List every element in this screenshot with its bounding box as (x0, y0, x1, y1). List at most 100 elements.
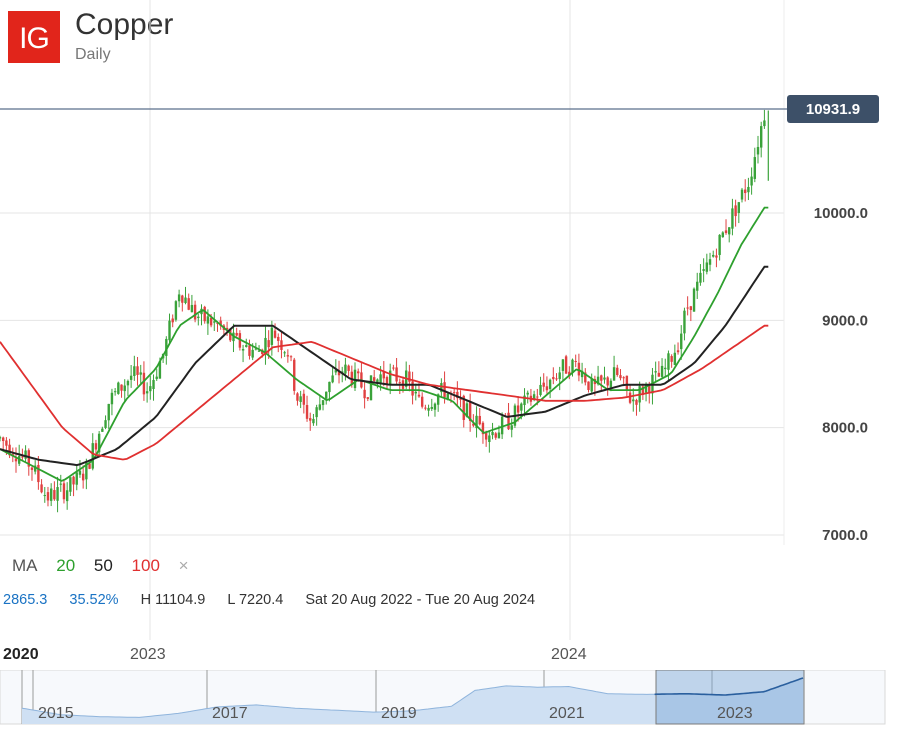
candle-body (43, 495, 46, 497)
candle-body (510, 425, 513, 430)
candle (641, 383, 645, 400)
candle (488, 430, 491, 453)
candle (756, 135, 760, 164)
candle-body (149, 386, 152, 392)
candle (136, 356, 139, 386)
candle-body (219, 320, 222, 326)
candle (600, 374, 603, 392)
candle-body (702, 269, 705, 271)
candle-body (756, 146, 760, 155)
candle-body (443, 382, 446, 398)
candle (750, 167, 753, 195)
candle (628, 384, 632, 405)
candle (241, 344, 245, 363)
ma-50-toggle[interactable]: 50 (93, 556, 113, 575)
candle-body (705, 262, 709, 272)
candle (728, 227, 731, 243)
candle (49, 483, 53, 507)
candle (635, 398, 638, 416)
candle (181, 294, 184, 312)
candle-body (721, 232, 725, 238)
date-range: Sat 20 Aug 2022 - Tue 20 Aug 2024 (305, 592, 536, 608)
y-tick-label: 9000.0 (822, 312, 868, 329)
candle-body (8, 444, 11, 456)
remove-ma-icon[interactable]: × (178, 556, 189, 575)
candle (325, 391, 328, 405)
candle (347, 364, 350, 377)
candle-body (558, 372, 561, 379)
candle-body (763, 120, 766, 127)
candle (660, 358, 664, 378)
candle-body (59, 483, 62, 485)
candle-body (27, 450, 30, 467)
navigator-chart[interactable]: 2015 2017 2019 2021 2023 (0, 670, 900, 728)
candle (248, 339, 251, 360)
candle (110, 388, 114, 416)
candle-body (235, 332, 238, 336)
candle-body (440, 383, 443, 393)
candle-body (555, 378, 558, 380)
candle (129, 365, 133, 388)
navigator-selection (655, 670, 805, 725)
candle-body (251, 349, 254, 358)
candle-body (203, 306, 206, 322)
candle-body (78, 470, 82, 475)
candle-body (373, 377, 376, 381)
candle-body (456, 391, 459, 399)
candle (360, 362, 363, 389)
candle (564, 354, 568, 374)
candle-body (40, 484, 43, 493)
candle-body (683, 310, 686, 334)
candle-body (123, 385, 126, 392)
candle-body (750, 176, 753, 186)
candle (548, 378, 552, 399)
candle (59, 474, 62, 492)
candle-body (494, 433, 497, 438)
candle (97, 431, 101, 456)
candle (369, 375, 373, 401)
ma-20-toggle[interactable]: 20 (56, 556, 76, 575)
candle-body (142, 372, 146, 395)
candle-body (392, 367, 395, 369)
candle (37, 455, 40, 490)
candle (686, 296, 689, 316)
ma-100-toggle[interactable]: 100 (131, 556, 160, 575)
candle-body (197, 316, 200, 319)
candle-body (94, 443, 98, 450)
navigator-year-label: 2015 (38, 705, 74, 722)
candle-body (689, 306, 693, 310)
candle (555, 373, 558, 381)
candle-body (91, 443, 94, 469)
candle (494, 431, 497, 440)
candle-body (484, 433, 488, 440)
candle (696, 272, 699, 299)
candle-body (187, 298, 190, 310)
candle (363, 380, 366, 409)
ma-label: MA (12, 556, 38, 575)
candle (427, 404, 430, 417)
candle-body (708, 259, 712, 265)
candle (616, 364, 619, 377)
candle (107, 403, 110, 430)
candle (632, 388, 635, 412)
candle (670, 354, 673, 368)
candle (676, 342, 680, 355)
candle (139, 364, 142, 385)
candle (104, 415, 107, 430)
candle (760, 121, 763, 158)
candle-body (312, 418, 315, 424)
candle-body (760, 126, 763, 148)
candle (123, 379, 126, 402)
candle-body (430, 406, 433, 409)
candle-body (209, 317, 213, 326)
candle (523, 388, 526, 417)
candle-body (331, 375, 334, 383)
candle-body (516, 405, 520, 413)
candle-body (88, 463, 91, 469)
candle (590, 373, 593, 394)
price-chart[interactable]: 10931.9 7000.0 8000.0 9000.0 10000.0 (0, 0, 900, 640)
candle-body (264, 337, 267, 355)
candle-body (385, 377, 389, 385)
candle (398, 378, 401, 395)
candle (526, 390, 529, 404)
